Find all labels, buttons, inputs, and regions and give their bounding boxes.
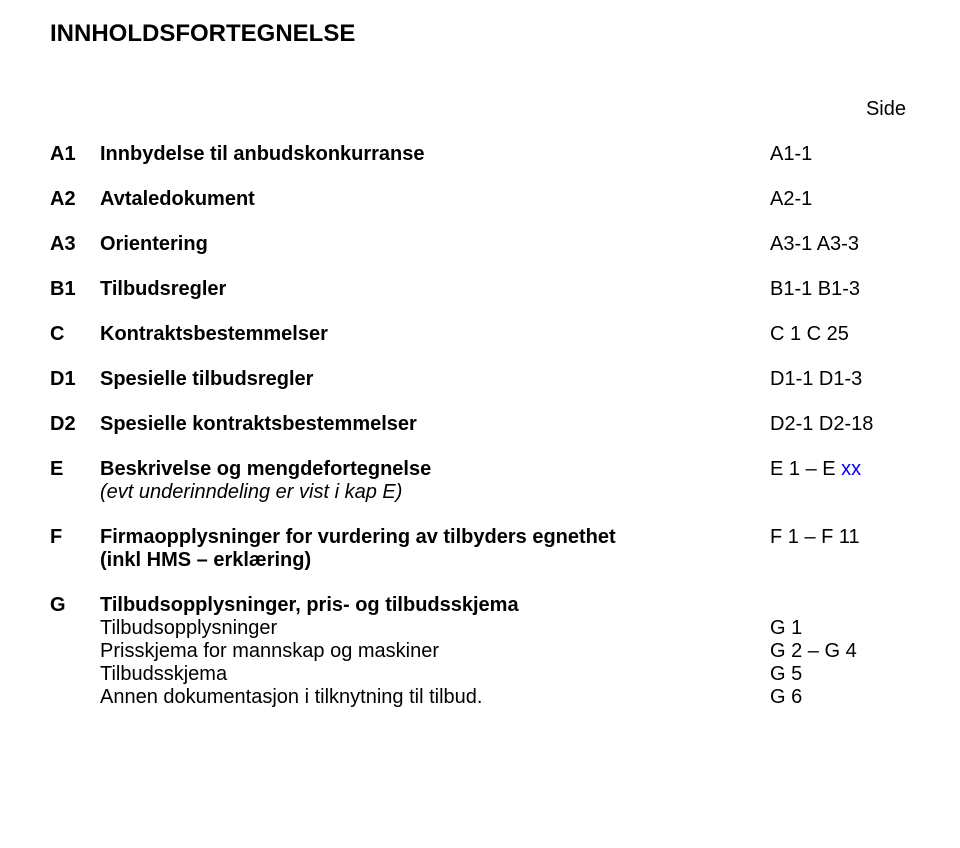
side-column-label: Side bbox=[50, 98, 910, 121]
toc-code: A3 bbox=[50, 233, 100, 256]
toc-desc: Firmaopplysninger for vurdering av tilby… bbox=[100, 526, 770, 549]
toc-desc: Tilbudsregler bbox=[100, 278, 770, 301]
toc-row-f-sub: (inkl HMS – erklæring) bbox=[50, 549, 910, 572]
toc-row-g1: Tilbudsopplysninger G 1 bbox=[50, 617, 910, 640]
toc-desc: Annen dokumentasjon i tilknytning til ti… bbox=[100, 686, 770, 709]
toc-code: D2 bbox=[50, 413, 100, 436]
toc-desc: Beskrivelse og mengdefortegnelse bbox=[100, 458, 770, 481]
toc-desc: Tilbudsopplysninger bbox=[100, 617, 770, 640]
toc-desc: Avtaledokument bbox=[100, 188, 770, 211]
page: INNHOLDSFORTEGNELSE Side A1 Innbydelse t… bbox=[0, 0, 960, 848]
toc-pages: D1-1 D1-3 bbox=[770, 368, 910, 391]
toc-row-a2: A2 Avtaledokument A2-1 bbox=[50, 188, 910, 211]
toc-pages: C 1 C 25 bbox=[770, 323, 910, 346]
toc-pages: F 1 – F 11 bbox=[770, 526, 910, 549]
toc-pages: A2-1 bbox=[770, 188, 910, 211]
toc-row-d1: D1 Spesielle tilbudsregler D1-1 D1-3 bbox=[50, 368, 910, 391]
document-title: INNHOLDSFORTEGNELSE bbox=[50, 20, 910, 48]
toc-row-c: C Kontraktsbestemmelser C 1 C 25 bbox=[50, 323, 910, 346]
toc-desc: Tilbudsskjema bbox=[100, 663, 770, 686]
toc-desc: Orientering bbox=[100, 233, 770, 256]
toc-row-g3: Tilbudsskjema G 5 bbox=[50, 663, 910, 686]
toc-pages: E 1 – E xx bbox=[770, 458, 910, 481]
toc-code: B1 bbox=[50, 278, 100, 301]
toc-code: F bbox=[50, 526, 100, 549]
toc-row-g: G Tilbudsopplysninger, pris- og tilbudss… bbox=[50, 594, 910, 617]
toc-pages: G 1 bbox=[770, 617, 910, 640]
toc-row-g2: Prisskjema for mannskap og maskiner G 2 … bbox=[50, 640, 910, 663]
toc-desc: Spesielle kontraktsbestemmelser bbox=[100, 413, 770, 436]
toc-row-b1: B1 Tilbudsregler B1-1 B1-3 bbox=[50, 278, 910, 301]
toc-pages: B1-1 B1-3 bbox=[770, 278, 910, 301]
toc-pages: A1-1 bbox=[770, 143, 910, 166]
toc-row-a3: A3 Orientering A3-1 A3-3 bbox=[50, 233, 910, 256]
toc-code: A2 bbox=[50, 188, 100, 211]
toc-row-f: F Firmaopplysninger for vurdering av til… bbox=[50, 526, 910, 549]
toc-code: D1 bbox=[50, 368, 100, 391]
toc-desc: Prisskjema for mannskap og maskiner bbox=[100, 640, 770, 663]
toc-code: G bbox=[50, 594, 100, 617]
toc-row-g4: Annen dokumentasjon i tilknytning til ti… bbox=[50, 686, 910, 709]
toc-desc: Kontraktsbestemmelser bbox=[100, 323, 770, 346]
toc-pages: D2-1 D2-18 bbox=[770, 413, 910, 436]
toc-desc: Tilbudsopplysninger, pris- og tilbudsskj… bbox=[100, 594, 770, 617]
toc-row-a1: A1 Innbydelse til anbudskonkurranse A1-1 bbox=[50, 143, 910, 166]
toc-pages-xx: xx bbox=[841, 458, 861, 480]
toc-row-e: E Beskrivelse og mengdefortegnelse E 1 –… bbox=[50, 458, 910, 481]
toc-code: A1 bbox=[50, 143, 100, 166]
toc-code: C bbox=[50, 323, 100, 346]
toc-pages: G 5 bbox=[770, 663, 910, 686]
toc-code: E bbox=[50, 458, 100, 481]
toc-desc: Spesielle tilbudsregler bbox=[100, 368, 770, 391]
toc-row-d2: D2 Spesielle kontraktsbestemmelser D2-1 … bbox=[50, 413, 910, 436]
toc-pages-prefix: E 1 – E bbox=[770, 458, 841, 480]
toc-desc-sub: (evt underinndeling er vist i kap E) bbox=[100, 481, 770, 504]
toc-pages: A3-1 A3-3 bbox=[770, 233, 910, 256]
toc-desc: Innbydelse til anbudskonkurranse bbox=[100, 143, 770, 166]
toc-desc-sub: (inkl HMS – erklæring) bbox=[100, 549, 770, 572]
toc-row-e-sub: (evt underinndeling er vist i kap E) bbox=[50, 481, 910, 504]
toc-pages: G 6 bbox=[770, 686, 910, 709]
toc-pages: G 2 – G 4 bbox=[770, 640, 910, 663]
